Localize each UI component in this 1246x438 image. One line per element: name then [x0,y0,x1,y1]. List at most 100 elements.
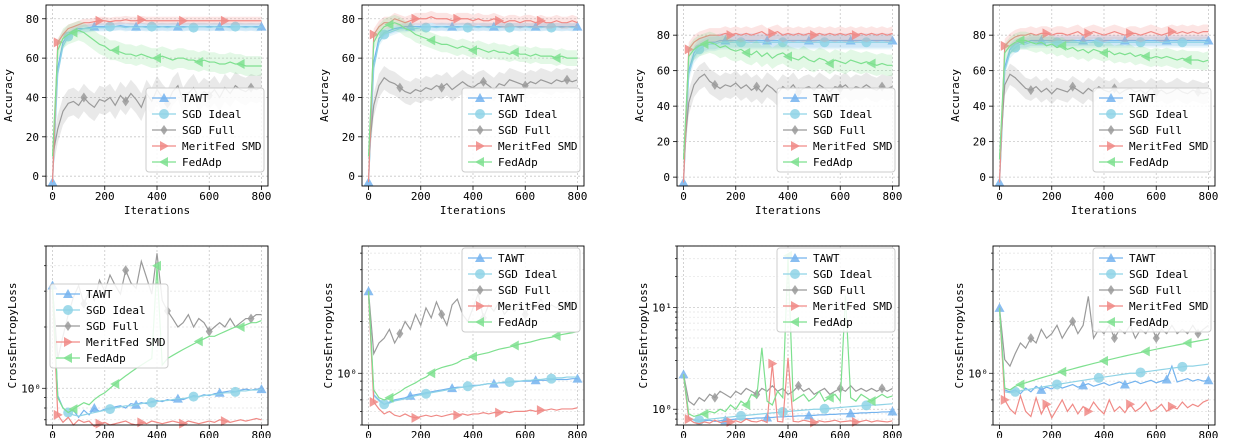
y-axis-label: CrossEntropyLoss [322,283,335,389]
data-point [53,37,63,48]
confidence-band [999,31,1209,169]
data-point [824,392,834,403]
y-axis-label: CrossEntropyLoss [6,283,19,389]
legend: TAWT SGD Ideal SGD Full MeritFed SMD FedAdp [461,87,581,173]
legend-marker [475,317,484,327]
data-point [384,19,394,30]
legend-marker [476,301,485,311]
data-point [95,15,105,26]
y-tick-label: 20 [657,136,670,149]
data-point [247,313,255,324]
data-point [379,399,390,410]
data-point [1057,40,1067,51]
data-point [1036,384,1047,394]
data-point [851,30,861,41]
legend-label: SGD Full [813,124,866,137]
legend-marker [790,93,800,102]
data-point [230,386,241,397]
data-point [256,21,267,31]
legend-marker [1106,253,1116,262]
chart-panel-3: 0 200 400 600 800 0 20 40 60 80 Iterations Accuracy… [633,4,903,217]
data-point [824,58,834,69]
legend-label: FedAdp [498,316,538,329]
data-point [80,92,88,103]
legend-label: MeritFed SMD [813,300,892,313]
data-point [803,410,814,420]
confidence-band [683,33,893,190]
legend-label: MeritFed SMD [182,140,261,153]
y-axis-label: CrossEntropyLoss [953,283,966,389]
data-point [420,22,431,33]
legend: TAWT SGD Ideal SGD Full MeritFed SMD FedAdp [1092,87,1212,173]
legend-box [776,87,896,173]
x-tick-label: 0 [996,190,1003,203]
y-tick-label: 0 [32,170,39,183]
data-point [753,81,761,92]
data-point [453,410,463,421]
data-point [1042,28,1052,39]
data-point [110,45,120,56]
data-point [193,336,203,347]
legend-label: TAWT [1129,252,1156,265]
legend-marker [1107,301,1116,311]
legend-marker [790,269,800,279]
data-point [711,392,719,403]
data-point [179,15,189,26]
x-tick-label: 800 [883,190,903,203]
data-point [1119,379,1130,389]
data-point [396,82,404,93]
data-point [256,384,267,394]
data-point [887,406,898,416]
data-point [179,418,189,429]
data-point [1084,28,1094,39]
y-tick-label: 80 [342,13,355,26]
y-tick-label: 20 [973,136,986,149]
data-point [563,74,571,85]
data-point [384,392,394,403]
y-tick-label: 80 [26,13,39,26]
axes-frame [992,245,1216,426]
x-tick-label: 0 [996,429,1003,438]
y-tick-label: 0 [348,170,355,183]
data-point [536,405,546,416]
x-axis-label: Iterations [1071,204,1137,217]
x-tick-label: 200 [95,190,115,203]
data-point [726,30,736,41]
data-point [1000,40,1010,51]
legend-label: SGD Full [813,284,866,297]
legend-marker [476,141,485,151]
data-point [1010,386,1021,397]
confidence-band [683,24,893,190]
data-point [861,37,872,48]
data-point [546,22,557,33]
legend-label: FedAdp [1129,316,1169,329]
legend-marker [790,317,799,327]
legend-box [461,87,581,173]
legend-label: SGD Ideal [813,108,873,121]
legend: TAWT SGD Ideal SGD Full MeritFed SMD FedAdp [145,87,265,173]
legend-marker [159,109,169,119]
x-tick-label: 400 [463,190,483,203]
legend-label: SGD Full [1129,284,1182,297]
legend-label: SGD Ideal [1129,108,1189,121]
data-point [1015,35,1025,46]
legend-label: MeritFed SMD [1129,300,1208,313]
y-tick-label: 80 [657,29,670,42]
legend-label: FedAdp [813,156,853,169]
legend-marker [63,353,72,363]
legend-marker [160,125,168,135]
data-point [783,51,792,62]
x-tick-label: 800 [883,429,903,438]
data-point [699,408,709,419]
legend-marker [475,269,485,279]
legend-marker [1107,125,1115,135]
series-line [367,293,578,405]
legend-label: SGD Ideal [1129,268,1189,281]
legend-marker [791,301,800,311]
data-point [220,416,230,427]
legend-marker [475,109,485,119]
data-point [462,381,473,392]
x-tick-label: 0 [680,429,687,438]
data-point [1152,333,1160,344]
